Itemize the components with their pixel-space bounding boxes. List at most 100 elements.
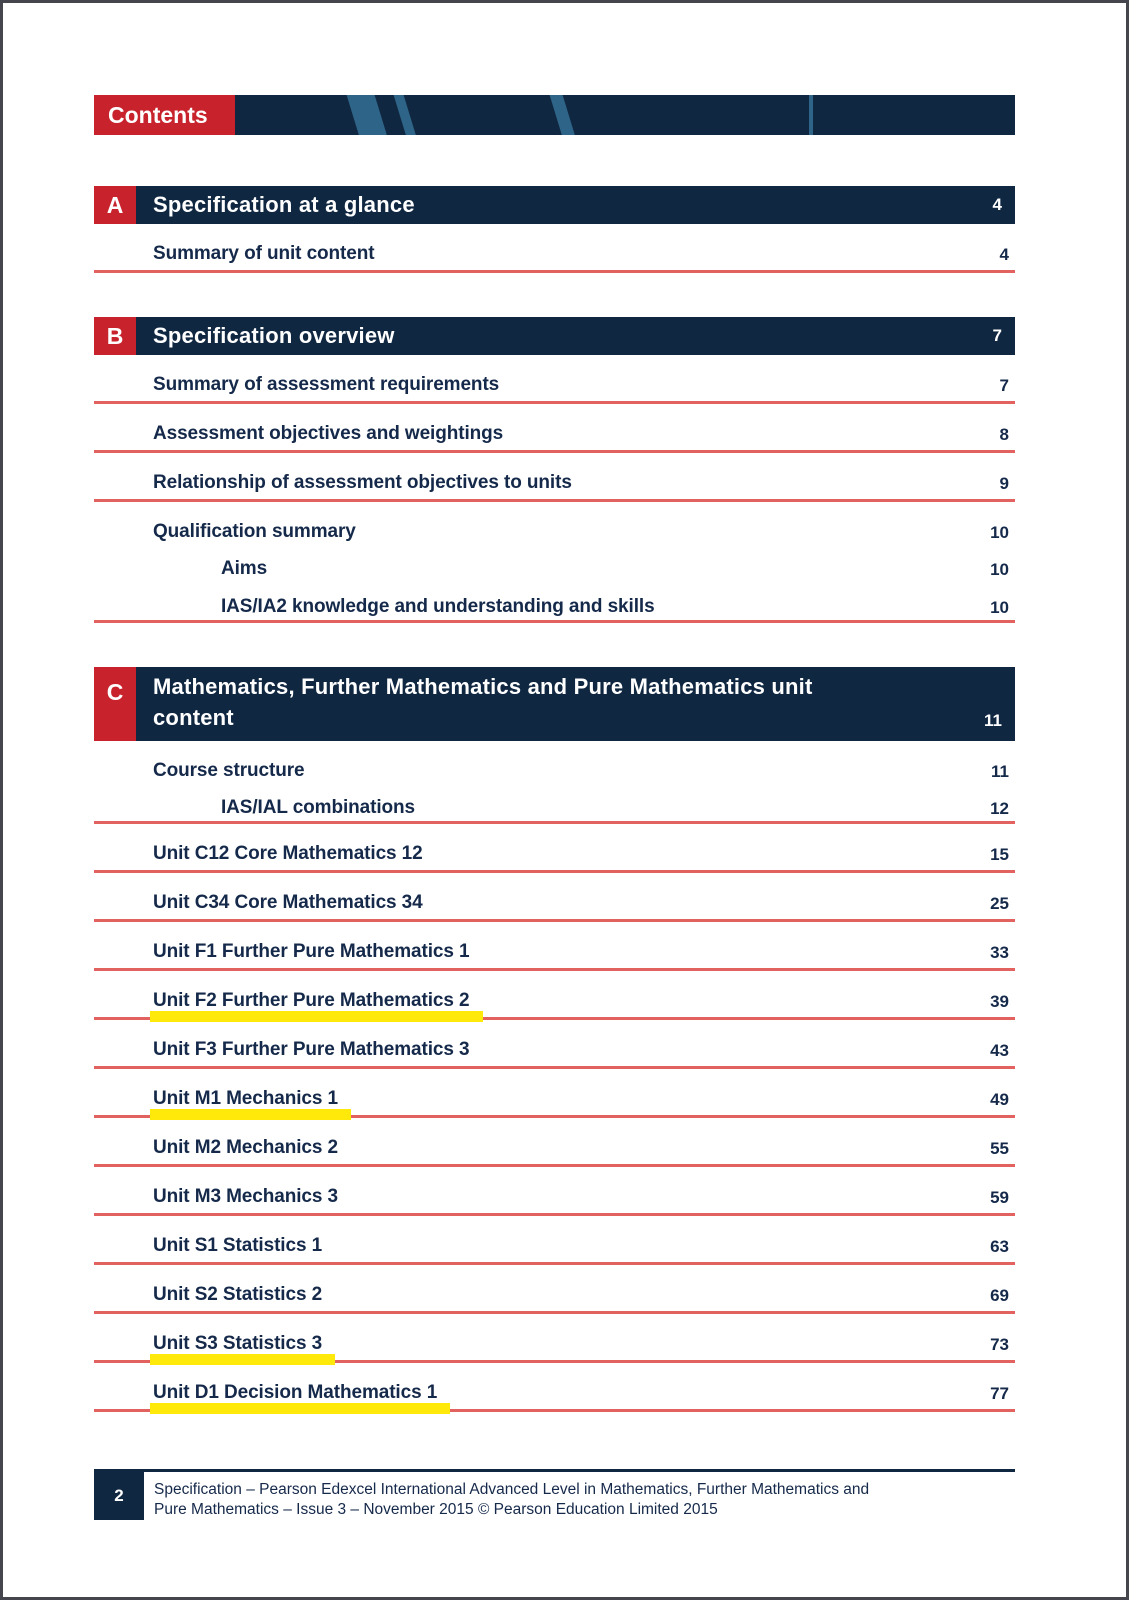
toc-entry-label: Unit S1 Statistics 1 (153, 1235, 322, 1257)
footer-text-line1: Specification – Pearson Edexcel Internat… (154, 1481, 870, 1498)
toc-entry[interactable]: Unit F2 Further Pure Mathematics 2 39 (94, 971, 1015, 1022)
red-underline (94, 821, 1015, 824)
toc-section: B Specification overview 7 Summary of as… (94, 317, 1015, 623)
banner-decoration (235, 95, 1015, 135)
red-underline (94, 620, 1015, 623)
highlight-mark (150, 1403, 451, 1414)
toc-entry[interactable]: IAS/IAL combinations 12 (94, 786, 1015, 824)
banner-vertical-line (809, 95, 813, 135)
red-underline (94, 1164, 1015, 1167)
toc-entry-text: Unit S1 Statistics 1 (153, 1235, 323, 1256)
toc-entry-page-number: 59 (990, 1188, 1009, 1207)
toc-entry[interactable]: Unit C12 Core Mathematics 12 15 (94, 824, 1015, 873)
toc-entry-label: Course structure (153, 760, 305, 782)
section-title: Specification overview (153, 323, 395, 348)
toc-entry[interactable]: Qualification summary 10 (94, 502, 1015, 547)
toc-entry-text: Unit M2 Mechanics 2 (153, 1137, 338, 1158)
section-header-main: Mathematics, Further Mathematics and Pur… (136, 667, 1015, 741)
toc-entry-text: IAS/IAL combinations (221, 797, 416, 818)
red-underline (94, 1262, 1015, 1265)
banner-stripe (346, 95, 388, 135)
toc-entry-text: Unit D1 Decision Mathematics 1 (153, 1382, 438, 1403)
section-header-bar: A Specification at a glance 4 (94, 186, 1015, 224)
toc-entry-label: Unit S3 Statistics 3 (150, 1333, 336, 1365)
toc-entry[interactable]: Summary of assessment requirements 7 (94, 355, 1015, 404)
toc-entry[interactable]: IAS/IA2 knowledge and understanding and … (94, 585, 1015, 623)
toc-entry[interactable]: Unit S2 Statistics 2 69 (94, 1265, 1015, 1314)
red-underline (94, 968, 1015, 971)
toc-entry-label: Unit M3 Mechanics 3 (153, 1186, 338, 1208)
toc-entry[interactable]: Unit F3 Further Pure Mathematics 3 43 (94, 1020, 1015, 1069)
toc-entry-label: Unit S2 Statistics 2 (153, 1284, 322, 1306)
red-underline (94, 499, 1015, 502)
toc-entry-page-number: 10 (990, 598, 1009, 617)
section-letter-badge: A (94, 186, 136, 224)
toc-entry[interactable]: Course structure 11 (94, 741, 1015, 786)
toc-entry[interactable]: Aims 10 (94, 547, 1015, 585)
toc-entry-label: Unit M2 Mechanics 2 (153, 1137, 338, 1159)
toc-entry-label: Unit M1 Mechanics 1 (150, 1088, 351, 1120)
toc-entry-page-number: 33 (990, 943, 1009, 962)
toc-entry-text: Course structure (153, 760, 305, 781)
toc-entry[interactable]: Relationship of assessment objectives to… (94, 453, 1015, 502)
toc-entry-text: Summary of assessment requirements (153, 374, 500, 395)
highlight-mark (150, 1109, 351, 1120)
toc-entry[interactable]: Unit C34 Core Mathematics 34 25 (94, 873, 1015, 922)
section-rows: Summary of unit content 4 (94, 224, 1015, 273)
section-letter-badge: B (94, 317, 136, 355)
red-underline (94, 870, 1015, 873)
toc-entry-label: Aims (221, 558, 267, 580)
toc-entry-page-number: 12 (990, 799, 1009, 818)
toc-entry-page-number: 10 (990, 560, 1009, 579)
toc-entry[interactable]: Unit M3 Mechanics 3 59 (94, 1167, 1015, 1216)
toc-entry-text: Unit F1 Further Pure Mathematics 1 (153, 941, 470, 962)
toc-entry-text: Aims (221, 558, 268, 579)
toc-entry-text: Qualification summary (153, 521, 356, 542)
section-page-number: 11 (984, 711, 1002, 730)
section-rows: Summary of assessment requirements 7 Ass… (94, 355, 1015, 623)
toc-entry-page-number: 43 (990, 1041, 1009, 1060)
toc-entry[interactable]: Unit M1 Mechanics 1 49 (94, 1069, 1015, 1120)
toc-entry-text: Unit F2 Further Pure Mathematics 2 (153, 990, 470, 1011)
toc-entry[interactable]: Unit S1 Statistics 1 63 (94, 1216, 1015, 1265)
toc-entry[interactable]: Summary of unit content 4 (94, 224, 1015, 273)
red-underline (94, 1066, 1015, 1069)
section-title: Specification at a glance (153, 192, 415, 217)
page-number-badge: 2 (94, 1472, 144, 1520)
toc-entry[interactable]: Unit F1 Further Pure Mathematics 1 33 (94, 922, 1015, 971)
red-underline (94, 450, 1015, 453)
toc-entry-page-number: 9 (999, 474, 1009, 493)
toc-entry[interactable]: Unit M2 Mechanics 2 55 (94, 1118, 1015, 1167)
footer-divider (94, 1469, 1015, 1472)
toc-entry-page-number: 39 (990, 992, 1009, 1011)
toc-entry-page-number: 69 (990, 1286, 1009, 1305)
toc-entry-label: Qualification summary (153, 521, 356, 543)
section-page-number: 7 (992, 326, 1002, 345)
toc-entry-page-number: 7 (999, 376, 1009, 395)
toc-entry-label: Unit F3 Further Pure Mathematics 3 (153, 1039, 470, 1061)
contents-banner-title: Contents (94, 95, 235, 135)
section-header-main: Specification overview 7 (136, 317, 1015, 355)
toc-section: A Specification at a glance 4 Summary of… (94, 186, 1015, 273)
section-header-bar: C Mathematics, Further Mathematics and P… (94, 667, 1015, 741)
toc-entry-label: Unit F1 Further Pure Mathematics 1 (153, 941, 470, 963)
red-underline (94, 1017, 1015, 1020)
toc-entry-page-number: 11 (991, 762, 1009, 781)
toc-entry[interactable]: Unit S3 Statistics 3 73 (94, 1314, 1015, 1365)
toc-entry-page-number: 63 (990, 1237, 1009, 1256)
footer-text-line2: Pure Mathematics – Issue 3 – November 20… (154, 1501, 718, 1518)
red-underline (94, 270, 1015, 273)
toc-entry-label: Unit D1 Decision Mathematics 1 (150, 1382, 451, 1414)
toc-entry-text: Unit C34 Core Mathematics 34 (153, 892, 423, 913)
toc-entry-text: Assessment objectives and weightings (153, 423, 504, 444)
toc-entry-label: Unit C12 Core Mathematics 12 (153, 843, 423, 865)
section-header-bar: B Specification overview 7 (94, 317, 1015, 355)
toc-entry[interactable]: Assessment objectives and weightings 8 (94, 404, 1015, 453)
toc-entry-page-number: 77 (990, 1384, 1009, 1403)
toc-entry-page-number: 25 (990, 894, 1009, 913)
red-underline (94, 919, 1015, 922)
toc-entry-text: Unit C12 Core Mathematics 12 (153, 843, 423, 864)
toc-entry-text: Summary of unit content (153, 243, 375, 264)
toc-entry[interactable]: Unit D1 Decision Mathematics 1 77 (94, 1363, 1015, 1414)
